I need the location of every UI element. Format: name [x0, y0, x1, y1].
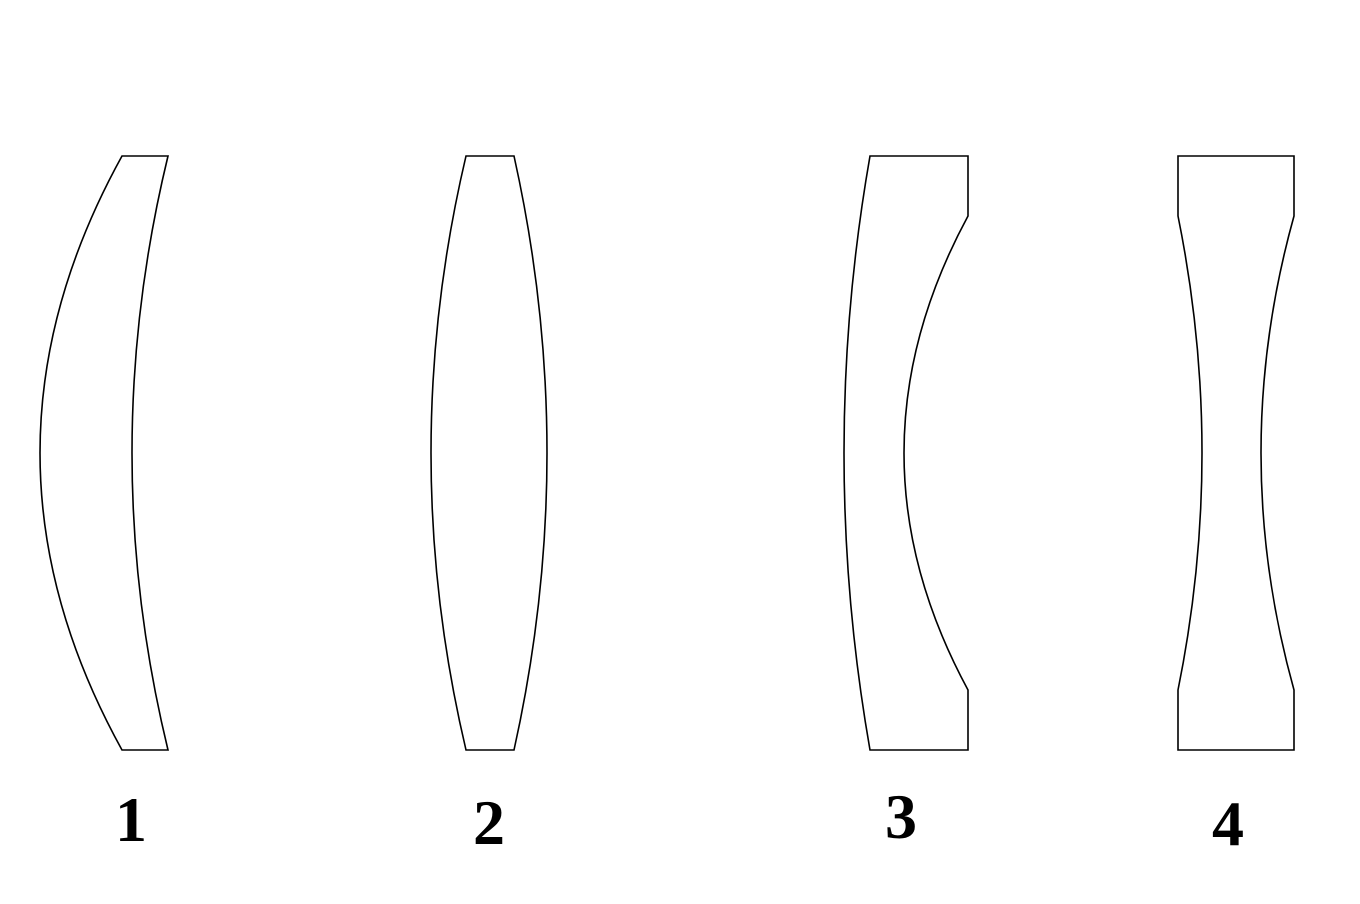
lens-4: 4: [1177, 155, 1295, 859]
lens-1-outline: [39, 155, 170, 751]
lens-2-label: 2: [473, 787, 505, 858]
lens-3: 3: [843, 155, 969, 852]
lens-1-label: 1: [115, 784, 147, 855]
lens-2: 2: [430, 155, 548, 858]
lens-3-outline: [843, 155, 969, 751]
lens-1: 1: [39, 155, 170, 855]
lens-4-outline: [1177, 155, 1295, 751]
lens-2-outline: [430, 155, 548, 751]
lens-3-label: 3: [885, 781, 917, 852]
lens-4-label: 4: [1212, 788, 1244, 859]
